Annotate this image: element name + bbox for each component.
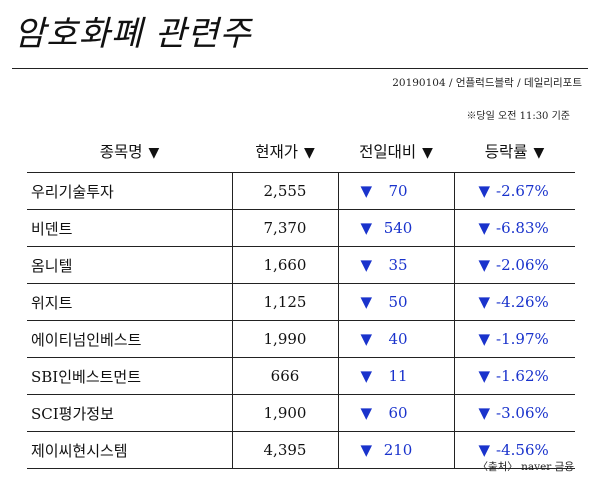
stock-price: 666 (231, 357, 338, 395)
stock-price: 1,990 (231, 320, 338, 358)
stock-price: 1,900 (231, 394, 338, 432)
stock-change: 70 (388, 182, 408, 200)
table-row: SCI평가정보 1,900 ▼ 60 ▼ -3.06% (27, 394, 575, 432)
down-arrow-icon: ▼ (478, 293, 491, 311)
header-price[interactable]: 현재가 ▼ (232, 130, 338, 173)
header-change[interactable]: 전일대비 ▼ (338, 130, 454, 173)
header-name[interactable]: 종목명 ▼ (27, 130, 232, 173)
down-arrow-icon: ▼ (360, 182, 373, 200)
stock-name: SCI평가정보 (27, 394, 232, 432)
stock-change: 11 (388, 367, 408, 385)
stock-name: SBI인베스트먼트 (27, 357, 232, 395)
table-row: SBI인베스트먼트 666 ▼ 11 ▼ -1.62% (27, 357, 575, 395)
stock-name: 위지트 (27, 283, 232, 321)
header-rate[interactable]: 등락률 ▼ (454, 130, 575, 173)
sort-down-icon: ▼ (533, 145, 545, 161)
page-title: 암호화폐 관련주 (14, 14, 252, 54)
down-arrow-icon: ▼ (360, 330, 373, 348)
down-arrow-icon: ▼ (478, 330, 491, 348)
stock-name: 비덴트 (27, 209, 232, 247)
down-arrow-icon: ▼ (360, 404, 373, 422)
table-header-row: 종목명 ▼ 현재가 ▼ 전일대비 ▼ 등락률 ▼ (27, 130, 575, 173)
stock-rate: -2.06% (496, 256, 549, 274)
stock-rate: -1.97% (496, 330, 549, 348)
sort-down-icon: ▼ (422, 145, 433, 161)
stock-rate: -4.26% (496, 293, 549, 311)
down-arrow-icon: ▼ (360, 256, 373, 274)
as-of-note: ※당일 오전 11:30 기준 (466, 111, 570, 122)
stock-rate: -4.56% (496, 441, 549, 459)
stock-rate: -3.06% (496, 404, 549, 422)
stock-rate: -2.67% (496, 182, 549, 200)
stock-name: 에이티넘인베스트 (27, 320, 232, 358)
title-divider (12, 68, 588, 69)
stock-change: 540 (383, 219, 413, 237)
stock-name: 우리기술투자 (27, 172, 232, 210)
down-arrow-icon: ▼ (478, 256, 491, 274)
stock-price: 4,395 (231, 431, 338, 469)
table-row: 제이씨현시스템 4,395 ▼ 210 ▼ -4.56% (27, 431, 575, 469)
table-row: 우리기술투자 2,555 ▼ 70 ▼ -2.67% (27, 172, 575, 210)
stock-change: 35 (388, 256, 408, 274)
down-arrow-icon: ▼ (478, 404, 491, 422)
stock-price: 1,125 (231, 283, 338, 321)
sort-down-icon: ▼ (148, 145, 160, 161)
stock-rate: -1.62% (496, 367, 549, 385)
down-arrow-icon: ▼ (360, 441, 373, 459)
down-arrow-icon: ▼ (478, 367, 491, 385)
source-note: 〈출처〉 naver 금융 (477, 461, 574, 473)
down-arrow-icon: ▼ (478, 182, 491, 200)
stock-change: 40 (388, 330, 408, 348)
down-arrow-icon: ▼ (478, 441, 491, 459)
stock-change: 210 (383, 441, 413, 459)
stock-rate: -6.83% (496, 219, 549, 237)
stock-price: 2,555 (231, 172, 338, 210)
down-arrow-icon: ▼ (360, 293, 373, 311)
table-row: 비덴트 7,370 ▼ 540 ▼ -6.83% (27, 209, 575, 247)
stock-table: 종목명 ▼ 현재가 ▼ 전일대비 ▼ 등락률 ▼ 우리기술투자 2,555 ▼ 70 ▼ -… (27, 130, 575, 469)
table-row: 위지트 1,125 ▼ 50 ▼ -4.26% (27, 283, 575, 321)
stock-price: 7,370 (231, 209, 338, 247)
stock-name: 제이씨현시스템 (27, 431, 232, 469)
stock-price: 1,660 (231, 246, 338, 284)
stock-name: 옴니텔 (27, 246, 232, 284)
table-row: 에이티넘인베스트 1,990 ▼ 40 ▼ -1.97% (27, 320, 575, 358)
stock-change: 60 (388, 404, 408, 422)
stock-change: 50 (388, 293, 408, 311)
down-arrow-icon: ▼ (360, 367, 373, 385)
sort-down-icon: ▼ (304, 145, 315, 161)
down-arrow-icon: ▼ (360, 219, 373, 237)
down-arrow-icon: ▼ (478, 219, 491, 237)
table-row: 옴니텔 1,660 ▼ 35 ▼ -2.06% (27, 246, 575, 284)
report-meta: 20190104 / 언플럭드블락 / 데일리리포트 (392, 77, 582, 89)
